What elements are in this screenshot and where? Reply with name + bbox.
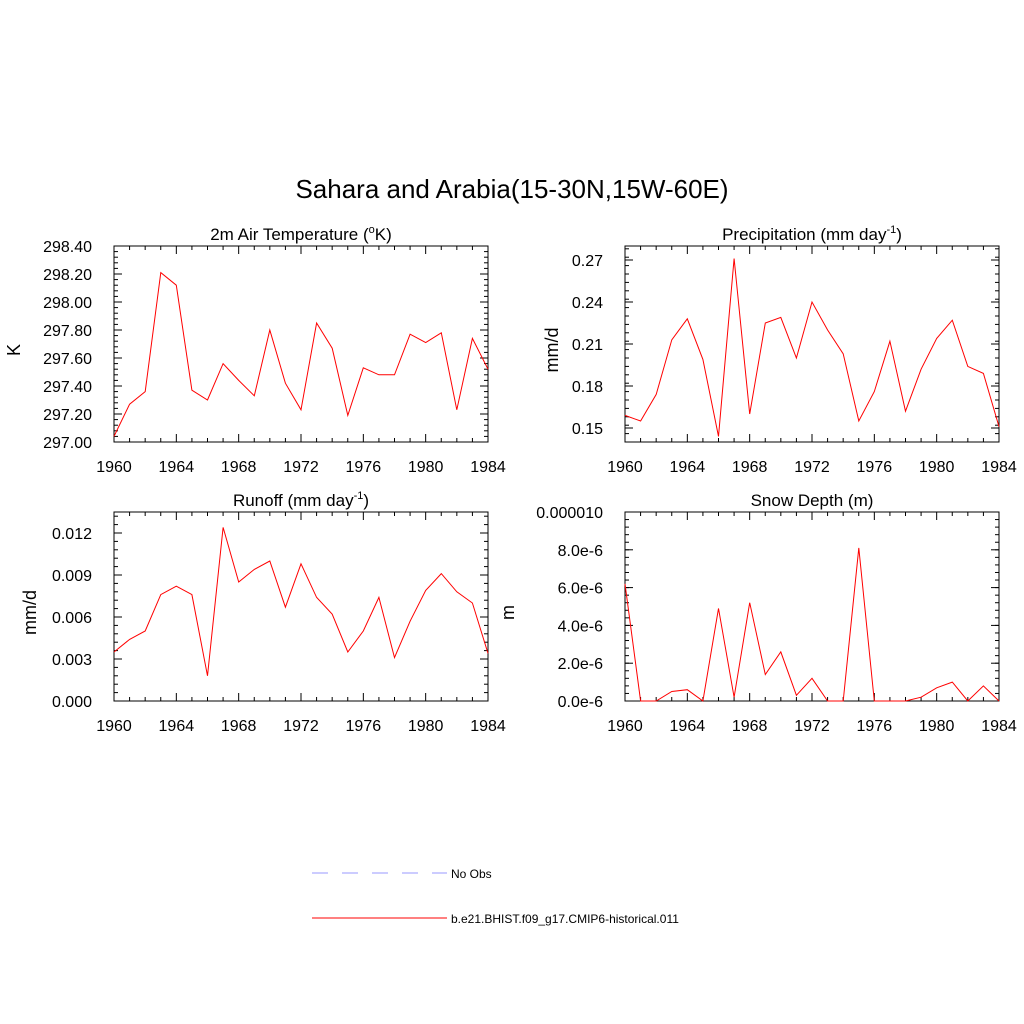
y-tick-label: 0.21 [572, 337, 603, 354]
x-tick-label: 1980 [919, 718, 955, 735]
panel-title: Runoff (mm day-1) [233, 490, 369, 510]
y-tick-label: 297.80 [43, 323, 92, 340]
legend-label-no-obs: No Obs [451, 867, 492, 881]
y-tick-label: 0.012 [52, 526, 92, 543]
y-tick-label: 0.009 [52, 568, 92, 585]
y-axis-label: m [498, 605, 518, 620]
x-tick-label: 1984 [981, 459, 1017, 476]
y-tick-label: 0.15 [572, 421, 603, 438]
x-tick-label: 1968 [732, 459, 768, 476]
panel-title-end: K) [375, 225, 392, 244]
panel-title-main: Snow Depth (m) [751, 491, 874, 510]
x-tick-label: 1976 [857, 459, 893, 476]
x-tick-label: 1968 [732, 718, 768, 735]
plot-frame [113, 511, 489, 702]
y-tick-label: 4.0e-6 [558, 618, 603, 635]
x-tick-label: 1984 [981, 718, 1017, 735]
x-tick-label: 1972 [794, 718, 830, 735]
x-tick-label: 1960 [607, 718, 643, 735]
x-tick-label: 1964 [670, 459, 706, 476]
panel-title-sup: -1 [354, 490, 364, 502]
panel-title-sup: o [369, 224, 375, 236]
panel-title: Precipitation (mm day-1) [722, 224, 902, 244]
plot-frame [113, 245, 489, 443]
x-tick-label: 1976 [857, 718, 893, 735]
y-tick-label: 0.18 [572, 379, 603, 396]
x-tick-label: 1972 [794, 459, 830, 476]
x-tick-label: 1964 [159, 718, 195, 735]
panel-snow-depth: 1960 1964 1968 1972 1976 1980 1984 0.0e-6 2.0e-6… [498, 491, 1017, 735]
y-tick-label: 298.40 [43, 239, 92, 256]
plot-frame [624, 245, 1000, 443]
y-tick-label: 298.00 [43, 295, 92, 312]
y-tick-label: 297.60 [43, 351, 92, 368]
x-tick-label: 1972 [283, 718, 319, 735]
panel-title: 2m Air Temperature (oK) [210, 224, 392, 244]
y-tick-label: 0.24 [572, 295, 603, 312]
panel-title-main: 2m Air Temperature ( [210, 225, 369, 244]
y-tick-label: 0.27 [572, 253, 603, 270]
panel-title-end: ) [363, 491, 369, 510]
y-axis-label: K [4, 344, 24, 356]
y-tick-label: 0.000 [52, 694, 92, 711]
y-tick-label: 0.0e-6 [558, 694, 603, 711]
x-tick-label: 1968 [221, 459, 257, 476]
x-tick-label: 1964 [159, 459, 195, 476]
y-tick-label: 297.00 [43, 435, 92, 452]
panel-title-sup: -1 [886, 224, 896, 236]
panel-title-main: Runoff (mm day [233, 491, 354, 510]
series-line [624, 258, 1000, 437]
x-tick-label: 1964 [670, 718, 706, 735]
y-axis-label: mm/d [20, 590, 40, 635]
legend-label-model: b.e21.BHIST.f09_g17.CMIP6-historical.011 [451, 912, 679, 926]
x-tick-label: 1980 [408, 718, 444, 735]
panel-title-end: ) [896, 225, 902, 244]
x-tick-label: 1968 [221, 718, 257, 735]
x-tick-label: 1984 [470, 718, 506, 735]
y-tick-label: 298.20 [43, 267, 92, 284]
y-tick-label: 297.20 [43, 407, 92, 424]
x-tick-label: 1960 [96, 718, 132, 735]
panel-title: Snow Depth (m) [751, 491, 874, 510]
x-tick-label: 1984 [470, 459, 506, 476]
panel-air-temperature: 1960 1964 1968 1972 1976 1980 1984 297.00 297.20… [4, 224, 506, 476]
x-tick-label: 1960 [96, 459, 132, 476]
x-tick-label: 1960 [607, 459, 643, 476]
y-tick-label: 8.0e-6 [558, 543, 603, 560]
x-tick-label: 1980 [919, 459, 955, 476]
legend: No Obs b.e21.BHIST.f09_g17.CMIP6-historic… [312, 867, 679, 926]
plot-frame [624, 511, 1000, 702]
y-tick-label: 0.006 [52, 610, 92, 627]
series-line [113, 527, 489, 676]
series-line [113, 271, 489, 437]
panel-runoff: 1960 1964 1968 1972 1976 1980 1984 0.000 0.003 0.… [20, 490, 506, 735]
x-tick-label: 1976 [346, 459, 382, 476]
y-tick-label: 297.40 [43, 379, 92, 396]
y-tick-label: 6.0e-6 [558, 581, 603, 598]
panel-precipitation: 1960 1964 1968 1972 1976 1980 1984 0.15 0.18 0.21… [542, 224, 1017, 476]
y-axis-label: mm/d [542, 328, 562, 373]
x-tick-label: 1976 [346, 718, 382, 735]
y-tick-label: 2.0e-6 [558, 656, 603, 673]
x-tick-label: 1972 [283, 459, 319, 476]
figure-title: Sahara and Arabia(15-30N,15W-60E) [295, 174, 729, 204]
panel-title-main: Precipitation (mm day [722, 225, 887, 244]
series-line [624, 547, 1000, 702]
y-tick-label: 0.000010 [536, 505, 603, 522]
y-tick-label: 0.003 [52, 652, 92, 669]
x-tick-label: 1980 [408, 459, 444, 476]
